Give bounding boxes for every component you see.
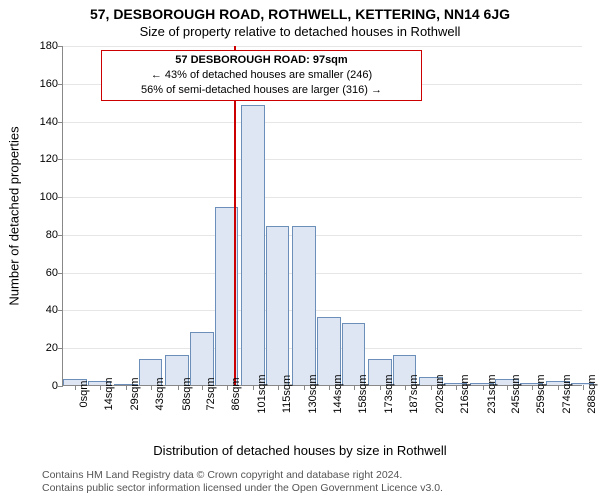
xtick-label: 130sqm (307, 374, 319, 413)
xtick-mark (100, 385, 101, 390)
ytick-mark (58, 159, 63, 160)
xtick-mark (202, 385, 203, 390)
xtick-mark (253, 385, 254, 390)
footer-line1: Contains HM Land Registry data © Crown c… (42, 469, 443, 483)
xtick-label: 72sqm (205, 377, 217, 410)
xtick-label: 101sqm (256, 374, 268, 413)
xtick-mark (329, 385, 330, 390)
ytick-label: 20 (28, 342, 58, 354)
xtick-mark (431, 385, 432, 390)
page-subtitle: Size of property relative to detached ho… (0, 24, 600, 39)
gridline (63, 46, 582, 47)
xtick-mark (456, 385, 457, 390)
xtick-label: 86sqm (230, 377, 242, 410)
xtick-label: 158sqm (357, 374, 369, 413)
xtick-label: 29sqm (129, 377, 141, 410)
xtick-mark (405, 385, 406, 390)
ytick-label: 140 (28, 116, 58, 128)
xtick-label: 0sqm (78, 381, 90, 408)
xtick-label: 144sqm (332, 374, 344, 413)
xtick-label: 245sqm (510, 374, 522, 413)
xtick-label: 115sqm (281, 375, 293, 413)
xtick-label: 14sqm (103, 377, 115, 410)
info-box-line3: 56% of semi-detached houses are larger (… (108, 83, 415, 98)
ytick-mark (58, 235, 63, 236)
xtick-label: 187sqm (408, 374, 420, 413)
xtick-label: 259sqm (535, 374, 547, 413)
ytick-label: 160 (28, 78, 58, 90)
footer-line2: Contains public sector information licen… (42, 482, 443, 496)
ytick-label: 120 (28, 153, 58, 165)
info-box-value: 97sqm (313, 54, 348, 66)
ytick-label: 60 (28, 267, 58, 279)
bar (241, 105, 265, 385)
xtick-mark (227, 385, 228, 390)
xtick-mark (151, 385, 152, 390)
ytick-mark (58, 273, 63, 274)
ytick-label: 180 (28, 40, 58, 52)
ytick-mark (58, 197, 63, 198)
xtick-mark (507, 385, 508, 390)
page-title: 57, DESBOROUGH ROAD, ROTHWELL, KETTERING… (0, 6, 600, 22)
xtick-mark (75, 385, 76, 390)
plot-area: 57 DESBOROUGH ROAD: 97sqm ← 43% of detac… (62, 46, 582, 386)
xtick-mark (354, 385, 355, 390)
info-box-line1: 57 DESBOROUGH ROAD: 97sqm (108, 53, 415, 68)
ytick-mark (58, 310, 63, 311)
footer: Contains HM Land Registry data © Crown c… (42, 469, 443, 496)
xtick-label: 58sqm (181, 377, 193, 410)
info-box-label: 57 DESBOROUGH ROAD: (175, 54, 309, 66)
xtick-label: 288sqm (586, 374, 598, 413)
xtick-mark (532, 385, 533, 390)
ytick-mark (58, 122, 63, 123)
xtick-mark (583, 385, 584, 390)
bar (292, 226, 316, 385)
xtick-label: 274sqm (561, 374, 573, 413)
xtick-mark (126, 385, 127, 390)
x-axis-title: Distribution of detached houses by size … (0, 443, 600, 458)
gridline (63, 273, 582, 274)
xtick-mark (278, 385, 279, 390)
xtick-label: 43sqm (154, 377, 166, 410)
xtick-mark (304, 385, 305, 390)
ytick-mark (58, 348, 63, 349)
ytick-mark (58, 84, 63, 85)
gridline (63, 235, 582, 236)
bar (266, 226, 290, 385)
ytick-mark (58, 386, 63, 387)
gridline (63, 310, 582, 311)
xtick-label: 231sqm (486, 374, 498, 413)
xtick-label: 173sqm (383, 374, 395, 413)
xtick-mark (380, 385, 381, 390)
xtick-mark (178, 385, 179, 390)
xtick-label: 202sqm (434, 374, 446, 413)
y-axis-title: Number of detached properties (7, 126, 22, 305)
ytick-label: 80 (28, 229, 58, 241)
xtick-label: 216sqm (459, 374, 471, 413)
ytick-mark (58, 46, 63, 47)
ytick-label: 0 (28, 380, 58, 392)
xtick-mark (483, 385, 484, 390)
gridline (63, 197, 582, 198)
gridline (63, 122, 582, 123)
ytick-label: 100 (28, 191, 58, 203)
chart-container: 57, DESBOROUGH ROAD, ROTHWELL, KETTERING… (0, 0, 600, 500)
gridline (63, 159, 582, 160)
info-box: 57 DESBOROUGH ROAD: 97sqm ← 43% of detac… (101, 50, 422, 101)
info-box-line2: ← 43% of detached houses are smaller (24… (108, 68, 415, 83)
xtick-mark (558, 385, 559, 390)
ytick-label: 40 (28, 304, 58, 316)
